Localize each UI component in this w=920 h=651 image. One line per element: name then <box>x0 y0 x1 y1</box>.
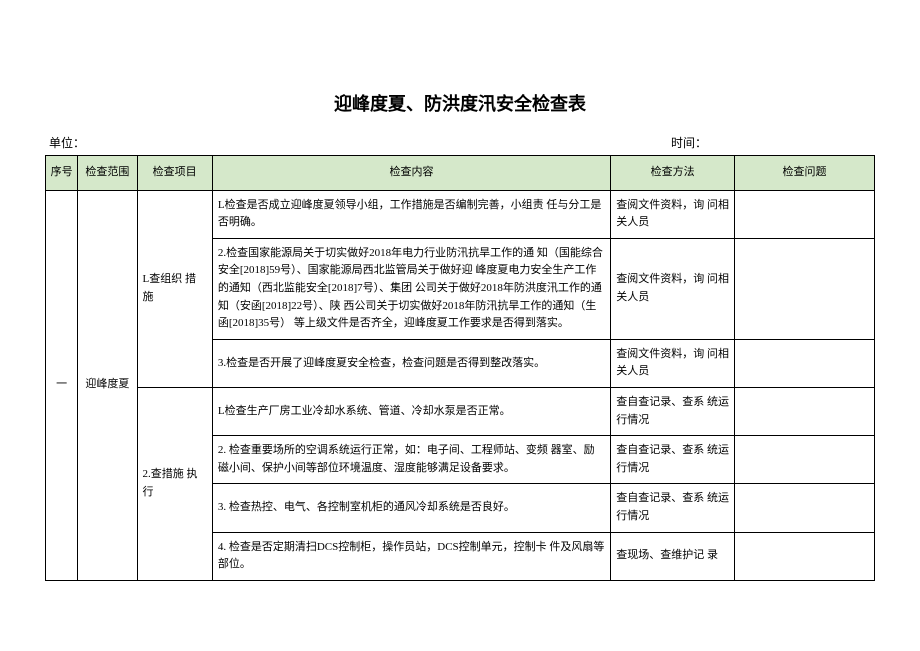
cell-content: 3. 检查热控、电气、各控制室机柜的通风冷却系统是否良好。 <box>212 484 610 532</box>
cell-method: 查自查记录、查系 统运行情况 <box>611 387 735 435</box>
cell-item2: 2.查措施 执行 <box>137 387 212 580</box>
table-row: 一 迎峰度夏 L查组织 措施 L检查是否成立迎峰度夏领导小组，工作措施是否编制完… <box>46 190 875 238</box>
cell-method: 查阅文件资料，询 问相关人员 <box>611 238 735 339</box>
cell-problem <box>735 484 875 532</box>
cell-problem <box>735 387 875 435</box>
cell-item1: L查组织 措施 <box>137 190 212 387</box>
time-label: 时间： <box>671 134 871 151</box>
cell-content: 2.检查国家能源局关于切实做好2018年电力行业防汛抗旱工作的通 知（国能综合安… <box>212 238 610 339</box>
cell-problem <box>735 238 875 339</box>
table-row: 2.查措施 执行 L检查生产厂房工业冷却水系统、管道、冷却水泵是否正常。 查自查… <box>46 387 875 435</box>
page-title: 迎峰度夏、防洪度汛安全检查表 <box>45 90 875 116</box>
cell-method: 查自查记录、查系 统运行情况 <box>611 484 735 532</box>
header-item: 检查项目 <box>137 156 212 191</box>
meta-row: 单位： 时间： <box>45 134 875 151</box>
header-scope: 检查范围 <box>78 156 137 191</box>
cell-method: 查现场、查维护记 录 <box>611 532 735 580</box>
inspection-table: 序号 检查范围 检查项目 检查内容 检查方法 检查问题 一 迎峰度夏 L查组织 … <box>45 155 875 581</box>
cell-problem <box>735 532 875 580</box>
cell-seq: 一 <box>46 190 78 580</box>
cell-problem <box>735 190 875 238</box>
cell-content: 4. 检查是否定期清扫DCS控制柜，操作员站，DCS控制单元，控制卡 件及风扇等… <box>212 532 610 580</box>
cell-method: 查自查记录、查系 统运行情况 <box>611 436 735 484</box>
unit-label: 单位： <box>49 134 249 151</box>
cell-method: 查阅文件资料，询 问相关人员 <box>611 339 735 387</box>
cell-problem <box>735 339 875 387</box>
header-method: 检查方法 <box>611 156 735 191</box>
header-problem: 检查问题 <box>735 156 875 191</box>
cell-content: 3.检查是否开展了迎峰度夏安全检查，检查问题是否得到整改落实。 <box>212 339 610 387</box>
header-seq: 序号 <box>46 156 78 191</box>
cell-content: L检查是否成立迎峰度夏领导小组，工作措施是否编制完善，小组责 任与分工是否明确。 <box>212 190 610 238</box>
cell-problem <box>735 436 875 484</box>
table-header-row: 序号 检查范围 检查项目 检查内容 检查方法 检查问题 <box>46 156 875 191</box>
cell-scope: 迎峰度夏 <box>78 190 137 580</box>
header-content: 检查内容 <box>212 156 610 191</box>
cell-content: L检查生产厂房工业冷却水系统、管道、冷却水泵是否正常。 <box>212 387 610 435</box>
cell-method: 查阅文件资料，询 问相关人员 <box>611 190 735 238</box>
cell-content: 2. 检查重要场所的空调系统运行正常，如：电子间、工程师站、变频 器室、励磁小间… <box>212 436 610 484</box>
